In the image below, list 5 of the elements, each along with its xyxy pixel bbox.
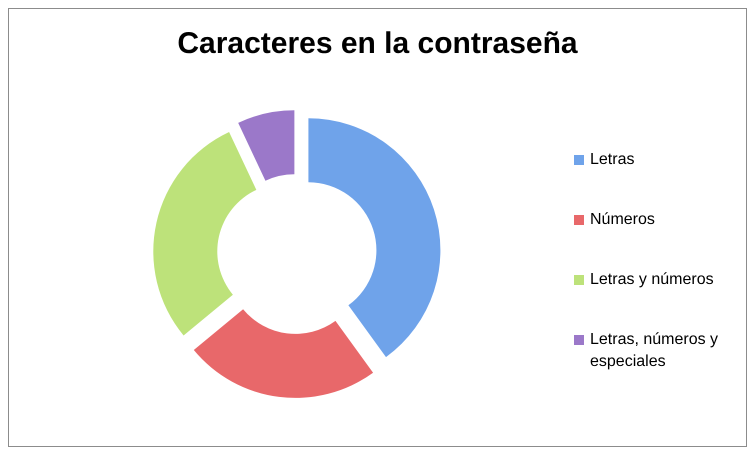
legend-label: Letras y números [590,270,714,290]
legend-label: Letras, números y especiales [590,330,720,372]
chart-title: Caracteres en la contraseña [176,27,579,61]
legend-label: Números [590,210,655,230]
legend-label: Letras [590,150,634,170]
